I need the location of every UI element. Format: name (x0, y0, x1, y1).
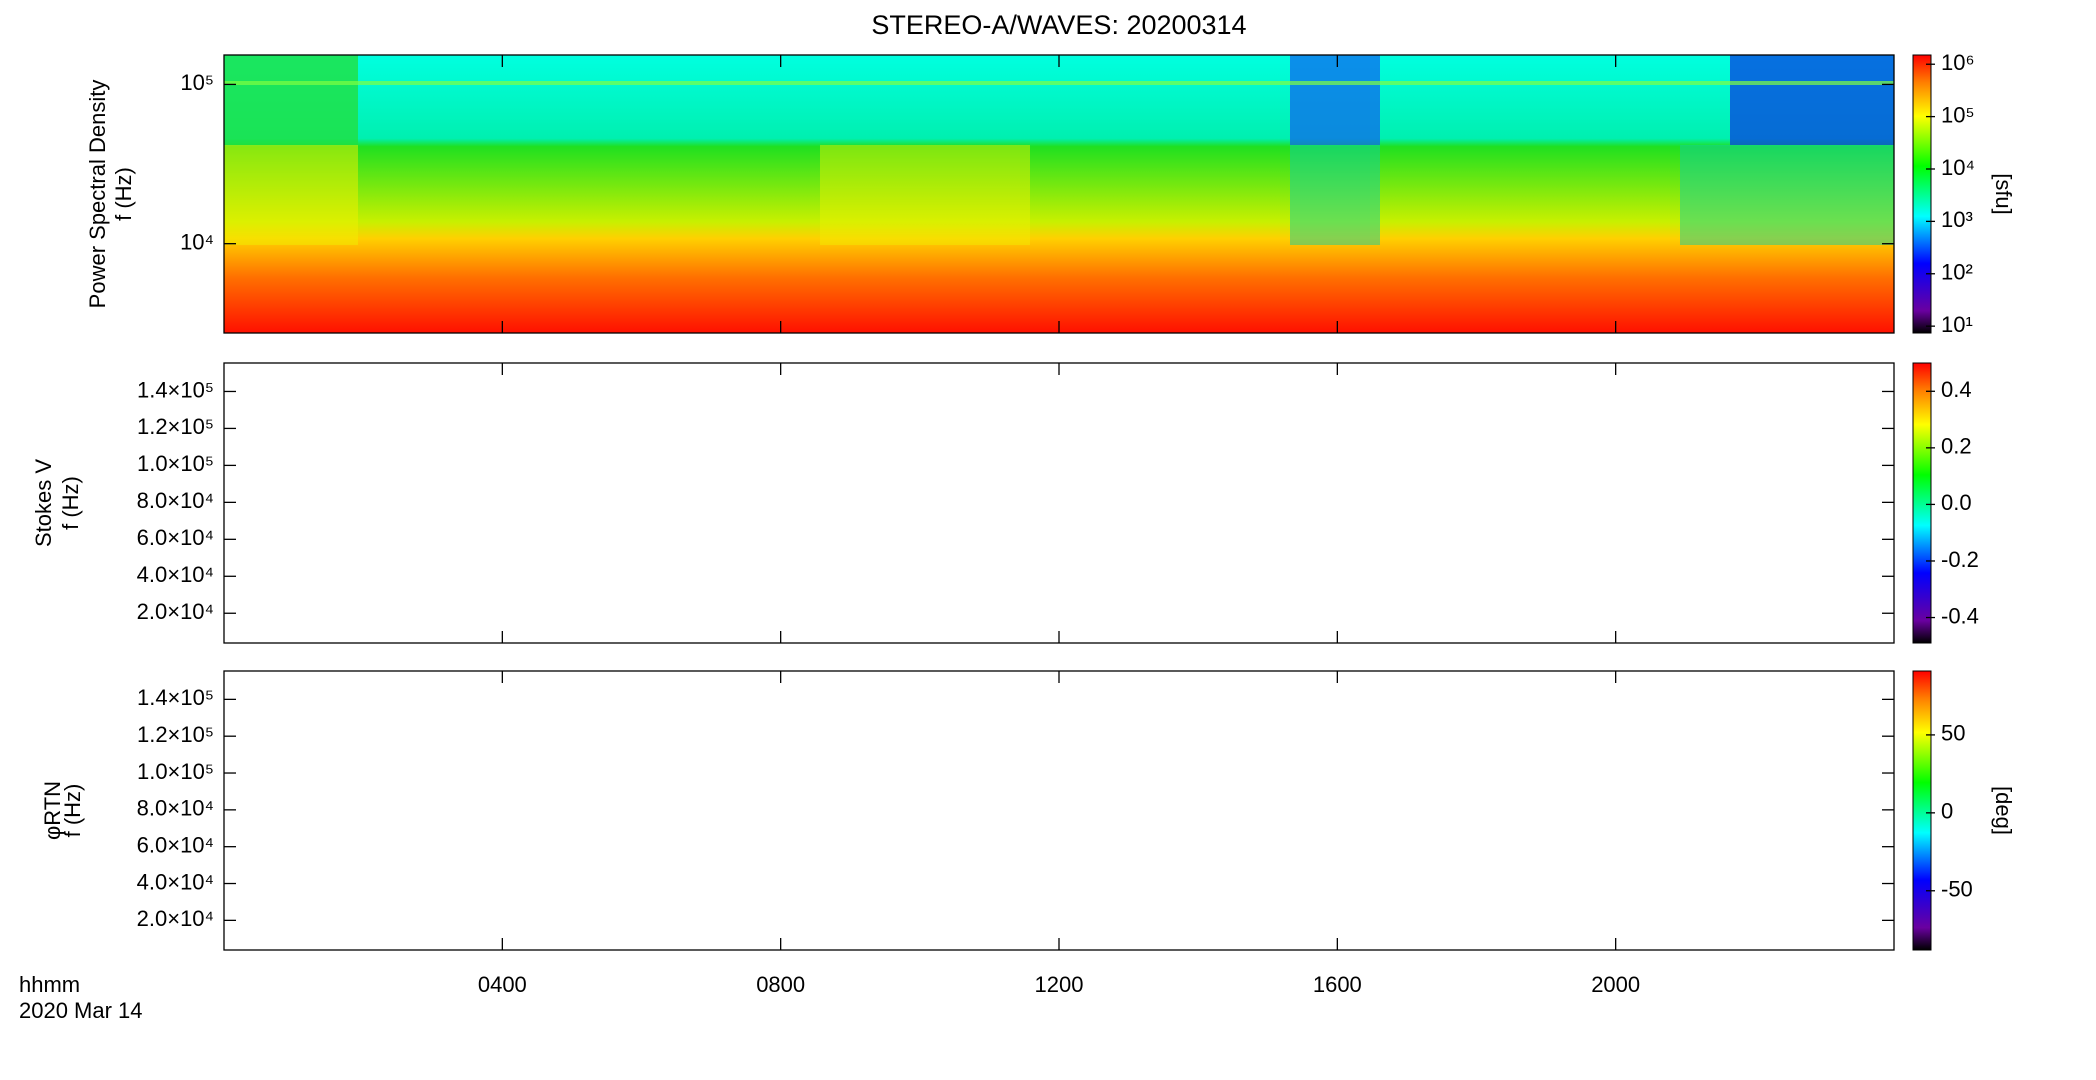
y-tick-label: 6.0×10⁴ (137, 525, 214, 550)
date-label: 2020 Mar 14 (19, 998, 143, 1023)
colorbar-tick-label: -0.2 (1941, 547, 1979, 572)
y-tick-label: 4.0×10⁴ (137, 869, 214, 894)
y-axis-label: φRTN (40, 781, 65, 840)
plot-frame (223, 670, 1895, 951)
colorbar-tick-label: 10¹ (1941, 312, 1973, 337)
y-tick-label: 2.0×10⁴ (137, 906, 214, 931)
colorbar-tick-label: 10⁶ (1941, 50, 1975, 75)
colorbar (1912, 670, 1932, 951)
y-tick-label: 10⁴ (180, 230, 214, 255)
colorbar (1912, 54, 1932, 334)
colorbar-tick-label: 0.4 (1941, 377, 1972, 402)
colorbar-label: [sfu] (1991, 173, 2016, 215)
colorbar-tick-label: 10³ (1941, 207, 1973, 232)
plot-frame (223, 362, 1895, 644)
y-tick-label: 1.4×10⁵ (137, 377, 214, 402)
colorbar-tick-label: 0.0 (1941, 490, 1972, 515)
spectrogram-image (224, 55, 1894, 333)
y-tick-label: 8.0×10⁴ (137, 488, 214, 513)
y-tick-label: 1.2×10⁵ (137, 414, 214, 439)
x-tick-label: 2000 (1591, 972, 1640, 997)
colorbar-tick-label: 10⁵ (1941, 102, 1975, 127)
y-tick-label: 4.0×10⁴ (137, 562, 214, 587)
colorbar-tick-label: -0.4 (1941, 603, 1979, 628)
x-tick-label: 1600 (1313, 972, 1362, 997)
y-tick-label: 10⁵ (180, 70, 214, 95)
colorbar (1912, 362, 1932, 644)
colorbar-tick-label: 10² (1941, 260, 1973, 285)
y-axis-label: Power Spectral Density (85, 80, 110, 309)
y-tick-label: 8.0×10⁴ (137, 796, 214, 821)
y-tick-label: 6.0×10⁴ (137, 832, 214, 857)
colorbar-tick-label: 50 (1941, 721, 1965, 746)
y-tick-label: 1.0×10⁵ (137, 451, 214, 476)
y-tick-label: 2.0×10⁴ (137, 599, 214, 624)
y-axis-label: f (Hz) (58, 476, 83, 530)
y-axis-label: f (Hz) (111, 167, 136, 221)
x-tick-label: 1200 (1035, 972, 1084, 997)
y-axis-label: f (Hz) (60, 784, 85, 838)
y-tick-label: 1.4×10⁵ (137, 685, 214, 710)
x-tick-label: 0800 (756, 972, 805, 997)
colorbar-tick-label: 10⁴ (1941, 155, 1975, 180)
x-axis-label: hhmm (19, 972, 80, 997)
x-tick-label: 0400 (478, 972, 527, 997)
colorbar-tick-label: 0 (1941, 799, 1953, 824)
colorbar-tick-label: 0.2 (1941, 434, 1972, 459)
colorbar-label: [deg] (1991, 786, 2016, 835)
chart-title: STEREO-A/WAVES: 20200314 (871, 10, 1246, 40)
y-tick-label: 1.2×10⁵ (137, 722, 214, 747)
colorbar-tick-label: -50 (1941, 877, 1973, 902)
y-axis-label: Stokes V (31, 459, 56, 547)
y-tick-label: 1.0×10⁵ (137, 759, 214, 784)
